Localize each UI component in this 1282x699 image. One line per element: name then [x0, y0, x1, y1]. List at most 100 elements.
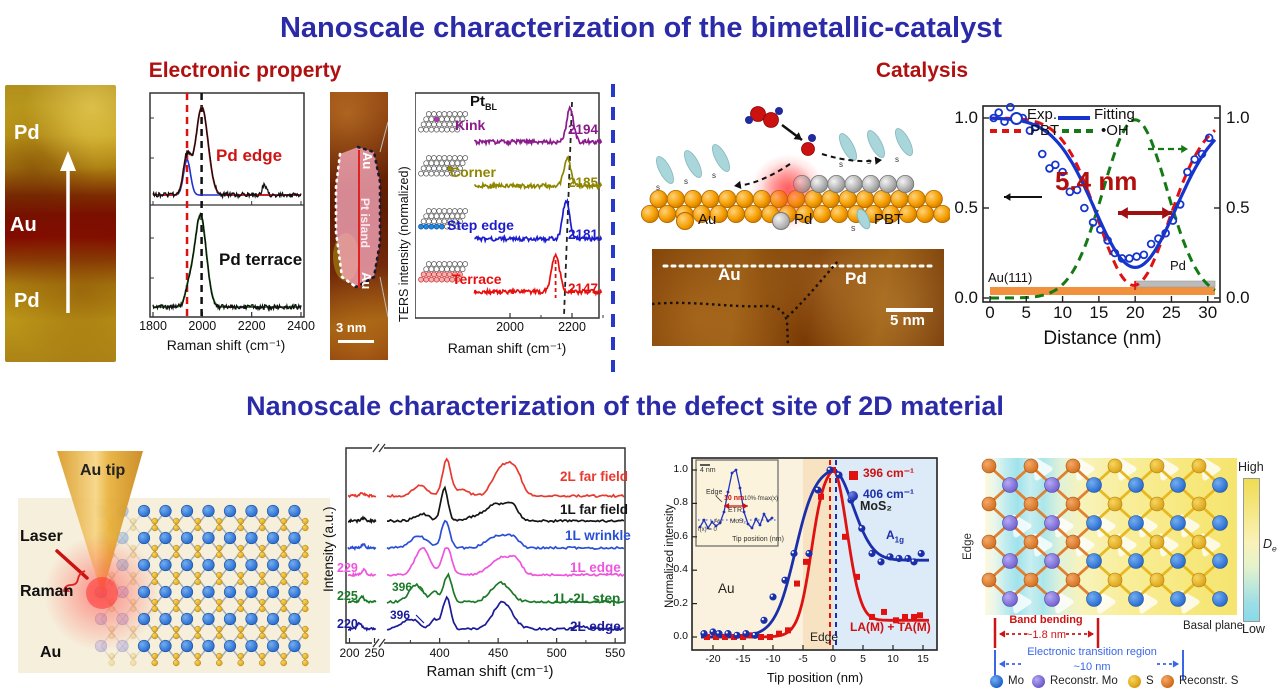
profile-legend-exp: Exp. — [1027, 106, 1058, 123]
ters-peak-value: 2147 — [568, 281, 599, 296]
lattice-band-bending-label: Band bending — [1009, 614, 1083, 626]
profile-xtick: 30 — [1198, 303, 1218, 322]
mos2-xtick: 500 — [546, 646, 567, 660]
profile-annotation: 5.4 nm — [1055, 166, 1138, 196]
profile-xlabel: Distance (nm) — [1043, 328, 1162, 349]
mos2-xlabel: Raman shift (cm⁻¹) — [426, 663, 554, 680]
mos2-trace-label: 1L-2L step — [553, 591, 621, 606]
tip-ytick: 0.0 — [673, 630, 688, 642]
lattice-basal-plane-label: Basal plane — [1183, 620, 1244, 632]
ters-xtick: 2000 — [496, 320, 524, 334]
ters-peak-value: 2194 — [568, 122, 599, 137]
ters-ylabel: TERS intensity (normalized) — [397, 166, 411, 322]
lattice-legend-rs: Reconstr. S — [1179, 675, 1239, 687]
profile-xtick: 5 — [1021, 303, 1032, 322]
schematic-laser-label: Laser — [20, 528, 63, 545]
d-sub: e — [1272, 543, 1277, 554]
lattice-legend-s: S — [1146, 675, 1154, 687]
afm-label-pd-top: Pd — [14, 122, 40, 144]
tip-xlabel: Tip position (nm) — [766, 670, 864, 685]
tip-legend-396-marker — [849, 471, 858, 480]
profile-xtick: 0 — [985, 303, 995, 322]
lattice-legend-rmo: Reconstr. Mo — [1050, 675, 1118, 687]
profile-pd-label: Pd — [1170, 258, 1186, 273]
pd-raman-plot — [149, 92, 305, 318]
inset-mos2-label: MoS₂ — [730, 518, 746, 525]
d-main: D — [1263, 537, 1273, 551]
inset-xlabel: Tip position (nm) — [732, 536, 784, 543]
pd-terrace-label: Pd terrace — [219, 250, 303, 269]
lattice-etr-value: ~10 nm — [1073, 661, 1111, 673]
tip-xtick: 0 — [830, 653, 836, 665]
tip-ytick: 0.4 — [673, 563, 688, 576]
profile-legend-fitting: Fitting — [1094, 106, 1135, 123]
profile-xtick: 25 — [1161, 303, 1181, 322]
tip-ylabel: Normalized intensity — [664, 504, 676, 608]
tip-lam-label: LA(M) + TA(M) — [850, 620, 931, 634]
tip-ytick: 0.6 — [673, 529, 688, 542]
tip-a1g-label: A1g — [886, 529, 904, 545]
tip-xtick: -5 — [798, 653, 808, 665]
profile-legend-oh-marker — [1062, 129, 1098, 133]
inset-10nm-label: 10 nm — [724, 495, 745, 502]
mos2-spectra-plot — [345, 443, 626, 648]
pd-raman-xtick: 1800 — [139, 319, 167, 333]
stm-pd-label: Pd — [845, 269, 867, 288]
tip-xtick: 15 — [917, 653, 929, 665]
ters-peak-value: 2181 — [568, 227, 599, 242]
pbt-s-label: s — [656, 183, 660, 192]
mos2-trace-label: 1L far field — [560, 502, 629, 517]
profile-legend-exp-marker — [1010, 112, 1023, 125]
pbt-s-label: s — [712, 171, 716, 180]
pbt-s-label: s — [684, 177, 688, 186]
profile-ytick-right: 0.0 — [1226, 288, 1250, 307]
afm-label-au: Au — [10, 214, 37, 236]
profile-legend-oh: •OH — [1101, 122, 1129, 139]
tip-legend-406: 406 cm⁻¹ — [863, 487, 915, 501]
pt-island-image — [330, 92, 388, 360]
ters-row-label: Step edge — [447, 217, 514, 233]
mos2-trace-label: 1L edge — [570, 560, 621, 575]
ters-xtick: 2200 — [558, 320, 586, 334]
a1g-sub: 1g — [894, 535, 905, 545]
tip-mos2-label: MoS₂ — [860, 499, 892, 513]
ters-peak-value: 2185 — [568, 175, 599, 190]
profile-au111-label: Au(111) — [988, 270, 1033, 285]
tip-xtick: 5 — [860, 653, 866, 665]
pt-island-scalebar-label: 3 nm — [336, 320, 367, 335]
stm-overlay — [652, 260, 936, 346]
stm-scalebar — [886, 308, 933, 312]
inset-au-label: Au — [714, 518, 722, 525]
stm-scalebar-label: 5 nm — [890, 312, 926, 329]
tip-ytick: 1.0 — [673, 463, 688, 475]
ters-title: PtBL — [470, 94, 497, 112]
mos2-left-value: 229 — [337, 561, 358, 575]
tip-au-label: Au — [718, 581, 735, 596]
mos2-xtick: 250 — [364, 646, 385, 660]
heading-catalysis: Catalysis — [875, 59, 969, 82]
inset-fmax-label: 10%·fmax(x) — [744, 496, 779, 502]
stm-image — [652, 249, 944, 346]
lattice-band-bending-value: ~1.8 nm — [1025, 629, 1067, 641]
tip-position-plot — [691, 457, 938, 651]
mos2-left-value: 220 — [337, 617, 358, 631]
tip-xtick: -20 — [705, 653, 721, 665]
profile-xtick: 10 — [1053, 303, 1073, 322]
tip-xtick: -15 — [735, 653, 751, 665]
title-top: Nanoscale characterization of the bimeta… — [279, 12, 1003, 44]
profile-legend-fitting-marker — [1058, 116, 1090, 120]
tip-xtick: 10 — [887, 653, 899, 665]
pd-raman-xtick: 2400 — [287, 319, 315, 333]
tip-ytick: 0.2 — [673, 596, 688, 609]
profile-plot — [982, 102, 1221, 303]
pt-island-au-bottom: Au — [359, 272, 374, 290]
ters-row-label: Kink — [455, 117, 486, 133]
section-divider — [611, 84, 615, 372]
lattice-legend-rs-marker — [1161, 675, 1174, 688]
mos2-xtick: 450 — [488, 646, 509, 660]
mos2-xtick: 200 — [339, 646, 360, 660]
legend-au-marker — [676, 212, 694, 230]
mos2-xtick: 550 — [605, 646, 626, 660]
schematic-raman-label: Raman — [20, 583, 74, 600]
colorbar-d-label: De — [1263, 537, 1277, 554]
